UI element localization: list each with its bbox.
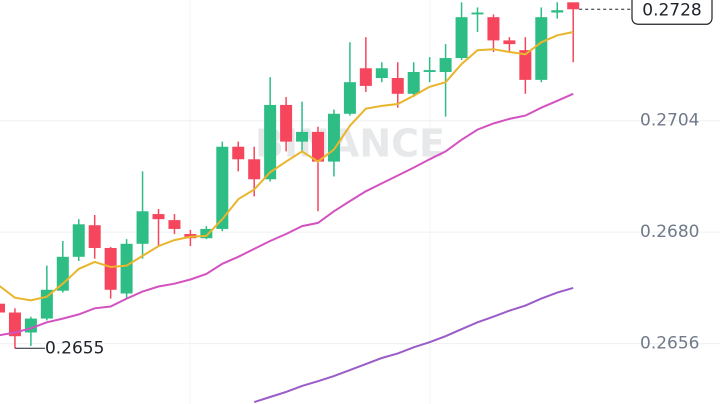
- candle-body: [391, 78, 404, 94]
- candle-body: [375, 68, 388, 79]
- y-tick-label: 0.2704: [640, 111, 699, 131]
- candle-body: [359, 68, 372, 86]
- candle-body: [503, 40, 516, 45]
- candle-body: [487, 17, 500, 41]
- candle-body: [56, 256, 69, 291]
- candle-body: [327, 113, 340, 162]
- candle-body: [567, 2, 580, 10]
- candle-body: [312, 131, 324, 162]
- candle-body: [455, 17, 468, 59]
- candle-body: [8, 312, 21, 337]
- candle-body: [248, 159, 261, 180]
- candle-body: [216, 146, 229, 229]
- candle-body: [200, 228, 213, 239]
- candle-body: [423, 70, 436, 72]
- ma-line: [253, 286, 574, 404]
- last-price-label: 0.2728: [642, 0, 701, 20]
- low-label: 0.2655: [45, 338, 104, 358]
- last-price-box: [631, 0, 713, 25]
- candle-body: [471, 12, 484, 15]
- candle-body: [535, 17, 548, 80]
- candle-body: [72, 224, 85, 257]
- candle-body: [136, 211, 149, 244]
- candle-body: [168, 220, 181, 229]
- candle-body: [88, 225, 101, 248]
- y-tick-label: 0.2656: [640, 334, 699, 354]
- candle-body: [407, 71, 420, 94]
- candle-body: [104, 247, 117, 290]
- candle-body: [343, 82, 356, 114]
- candle-body: [296, 131, 309, 142]
- ma-line: [0, 92, 574, 337]
- candle-body: [264, 104, 277, 180]
- candle-body: [439, 58, 452, 72]
- candle-body: [232, 146, 245, 160]
- candle-body: [519, 50, 532, 80]
- candle-body: [280, 104, 293, 142]
- candle-body: [0, 303, 5, 313]
- candle-body: [152, 214, 165, 220]
- y-tick-label: 0.2680: [640, 222, 699, 242]
- ma-line: [0, 31, 574, 302]
- candle-body: [120, 243, 133, 294]
- candle-body: [551, 10, 564, 13]
